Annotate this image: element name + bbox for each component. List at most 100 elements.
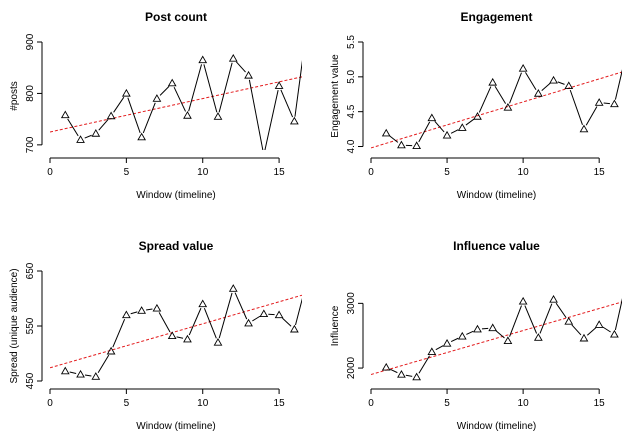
data-point <box>183 334 192 343</box>
y-tick-label: 3000 <box>346 292 357 315</box>
x-tick-label: 15 <box>594 167 606 178</box>
x-tick-label: 0 <box>47 398 53 409</box>
series-segment <box>294 59 302 117</box>
series-segment <box>450 129 459 134</box>
data-point <box>457 123 467 131</box>
data-point <box>198 55 208 64</box>
data-point <box>91 129 101 137</box>
y-axis-label: Spread (unique audience) <box>9 268 20 383</box>
data-point <box>213 112 223 120</box>
series-segment <box>405 374 413 377</box>
chart-title: Influence value <box>453 239 540 253</box>
series-segment <box>84 374 92 377</box>
data-point <box>457 331 467 340</box>
chart-panel-1: Post count 0 5 10 15 Window (timeline) 700 800 9… <box>9 10 302 201</box>
series-segment <box>481 327 489 330</box>
data-point <box>260 152 267 158</box>
data-point <box>594 320 604 328</box>
chart-panel-4: Influence value 0 5 10 15 Window (timeline) 20… <box>330 239 622 432</box>
data-point <box>533 333 543 341</box>
data-point <box>121 88 131 97</box>
x-axis-label: Window (timeline) <box>136 190 215 201</box>
x-tick-label: 10 <box>518 167 530 178</box>
data-point <box>244 70 253 79</box>
data-point <box>564 316 574 325</box>
data-point <box>60 366 70 375</box>
data-point <box>91 372 101 380</box>
y-tick-label: 5.5 <box>346 35 357 49</box>
y-tick-label: 550 <box>25 317 36 334</box>
series-segment <box>130 311 138 315</box>
trend-line <box>50 294 302 369</box>
x-tick-label: 5 <box>124 167 130 178</box>
series-segment <box>173 87 186 112</box>
y-axis-label: #posts <box>9 81 20 110</box>
series-segment <box>235 61 246 73</box>
data-point <box>397 140 406 149</box>
data-point <box>381 128 391 137</box>
series-segment <box>127 97 141 134</box>
data-point <box>289 324 299 333</box>
data-point <box>228 284 238 292</box>
x-tick-label: 5 <box>444 398 450 409</box>
plot-area <box>371 294 622 381</box>
x-tick-label: 0 <box>47 167 53 178</box>
data-point <box>76 135 85 143</box>
series-segment <box>602 326 611 333</box>
y-tick-label: 4.0 <box>346 139 357 153</box>
data-point <box>183 111 192 119</box>
x-tick-label: 0 <box>368 167 374 178</box>
x-tick-label: 0 <box>368 398 374 409</box>
data-point <box>503 336 513 345</box>
series-segment <box>203 307 217 339</box>
series-segment <box>571 324 582 336</box>
x-tick-label: 10 <box>197 398 209 409</box>
series-segment <box>264 90 279 150</box>
y-tick-label: 800 <box>25 85 36 102</box>
data-point <box>106 111 116 120</box>
series-segment <box>113 96 125 113</box>
trend-line <box>50 76 302 133</box>
x-tick-label: 15 <box>274 167 286 178</box>
y-axis-label: Influence <box>330 305 341 346</box>
data-point <box>228 53 238 62</box>
series-segment <box>524 305 538 334</box>
series-segment <box>67 118 79 137</box>
data-point <box>488 77 498 86</box>
data-point <box>167 331 177 340</box>
series-segment <box>539 303 553 334</box>
data-point <box>152 94 162 102</box>
chart-title: Post count <box>145 10 207 24</box>
data-point <box>274 81 284 89</box>
chart-title: Engagement <box>460 10 532 24</box>
data-point <box>610 329 619 338</box>
data-point <box>473 112 482 120</box>
series-segment <box>158 312 171 333</box>
series-segment <box>280 89 294 118</box>
series-segment <box>112 318 126 348</box>
plot-area <box>371 63 622 149</box>
data-point <box>167 78 177 87</box>
chart-panel-2: Engagement 0 5 10 15 Window (timeline) 4.0 4.5 5… <box>330 10 622 201</box>
data-point <box>594 98 604 106</box>
data-point <box>381 362 391 371</box>
series-segment <box>466 330 474 335</box>
data-point <box>106 346 116 355</box>
data-point <box>427 113 437 122</box>
data-point <box>564 81 574 90</box>
y-tick-label: 650 <box>25 262 36 279</box>
data-point <box>152 303 162 312</box>
series-segment <box>585 106 598 126</box>
x-tick-label: 15 <box>274 398 286 409</box>
data-point <box>289 116 299 125</box>
data-point <box>533 89 543 97</box>
data-point <box>549 294 558 303</box>
series-segment <box>494 86 507 104</box>
series-segment <box>98 119 109 131</box>
data-point <box>60 110 70 119</box>
series-segment <box>390 368 398 374</box>
data-point <box>244 318 253 327</box>
x-tick-label: 10 <box>518 398 530 409</box>
series-segment <box>176 336 184 339</box>
